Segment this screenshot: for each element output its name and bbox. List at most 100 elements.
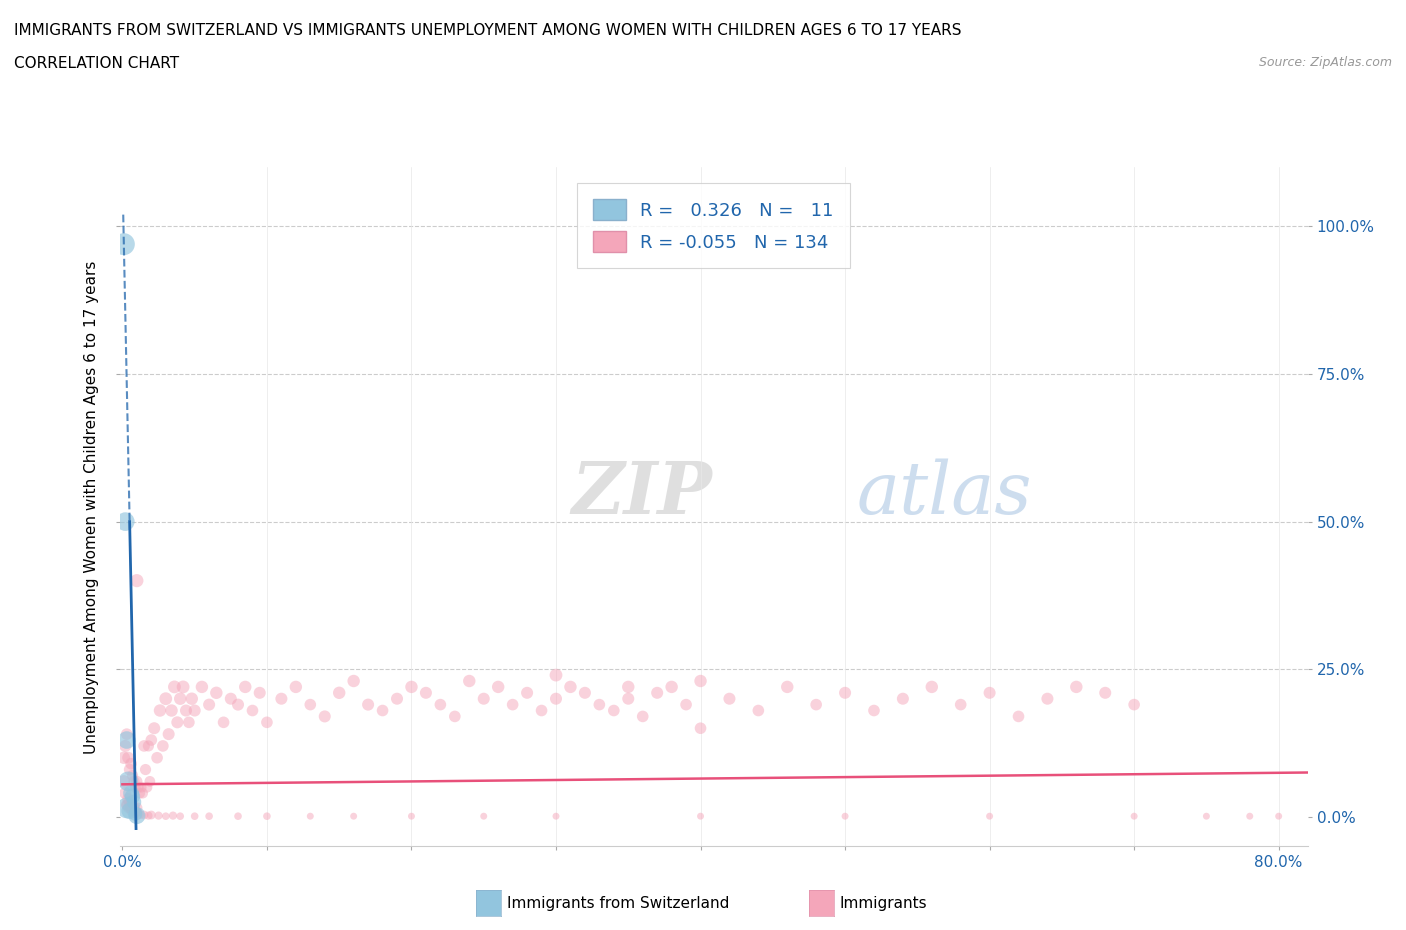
Text: atlas: atlas (856, 458, 1032, 528)
Point (645, 685, 668, 700)
Text: Immigrants: Immigrants (839, 896, 927, 910)
Point (122, 801, 145, 816)
Point (132, 807, 155, 822)
Point (661, 680, 683, 695)
Point (115, 726, 138, 741)
Point (617, 691, 640, 706)
Point (219, 691, 242, 706)
Point (357, 698, 380, 712)
Point (121, 801, 143, 816)
Point (115, 733, 138, 748)
Point (121, 798, 143, 813)
Text: Source: ZipAtlas.com: Source: ZipAtlas.com (1258, 56, 1392, 69)
Point (804, 698, 827, 712)
Point (979, 685, 1001, 700)
Point (183, 703, 205, 718)
Point (177, 715, 200, 730)
Point (1066, 680, 1088, 695)
Point (120, 804, 142, 818)
Point (834, 685, 856, 700)
Point (138, 808, 160, 823)
Point (284, 680, 307, 695)
Point (863, 703, 886, 718)
Point (689, 673, 711, 688)
Point (166, 715, 188, 730)
Point (138, 738, 160, 753)
Point (502, 698, 524, 712)
Point (689, 809, 711, 824)
Point (205, 685, 228, 700)
Point (921, 680, 943, 695)
Point (117, 751, 139, 765)
Point (371, 703, 394, 718)
Point (415, 685, 437, 700)
Point (131, 786, 153, 801)
Point (139, 774, 162, 789)
Point (117, 801, 139, 816)
Point (112, 751, 135, 765)
Point (136, 780, 159, 795)
Point (125, 804, 148, 819)
Point (1036, 691, 1059, 706)
Point (458, 673, 481, 688)
Point (979, 809, 1001, 824)
Point (141, 807, 163, 822)
Point (160, 703, 183, 718)
Point (429, 698, 451, 712)
Point (118, 804, 141, 818)
Point (117, 791, 139, 806)
Point (747, 703, 769, 718)
Point (689, 721, 711, 736)
Point (155, 691, 177, 706)
Point (617, 680, 640, 695)
Point (128, 786, 150, 801)
Point (212, 715, 235, 730)
Point (118, 798, 141, 813)
Point (226, 698, 249, 712)
Point (162, 808, 184, 823)
Text: Immigrants from Switzerland: Immigrants from Switzerland (508, 896, 730, 910)
Point (544, 668, 567, 683)
Point (183, 809, 205, 824)
Point (148, 808, 170, 823)
Point (117, 774, 139, 789)
Point (198, 809, 221, 824)
Point (299, 698, 322, 712)
Point (516, 685, 538, 700)
Point (949, 698, 972, 712)
Point (124, 806, 146, 821)
Point (125, 573, 148, 588)
Point (118, 794, 141, 809)
Point (299, 809, 322, 824)
Point (544, 691, 567, 706)
Point (122, 774, 145, 789)
Point (125, 808, 148, 823)
Point (146, 751, 169, 765)
Point (132, 738, 155, 753)
Legend: R =   0.326   N =   11, R = -0.055   N = 134: R = 0.326 N = 11, R = -0.055 N = 134 (576, 183, 851, 268)
Point (143, 721, 166, 736)
Point (544, 809, 567, 824)
Point (226, 809, 249, 824)
Point (163, 680, 186, 695)
Text: ZIP: ZIP (571, 458, 711, 529)
Point (129, 780, 152, 795)
Point (141, 733, 163, 748)
Point (115, 798, 138, 813)
Point (128, 807, 150, 822)
Point (256, 809, 278, 824)
Point (169, 809, 191, 824)
Point (233, 680, 256, 695)
Point (115, 801, 138, 816)
Text: IMMIGRANTS FROM SWITZERLAND VS IMMIGRANTS UNEMPLOYMENT AMONG WOMEN WITH CHILDREN: IMMIGRANTS FROM SWITZERLAND VS IMMIGRANT… (14, 23, 962, 38)
Point (1123, 698, 1146, 712)
Point (776, 680, 799, 695)
Point (149, 703, 172, 718)
Point (1094, 685, 1116, 700)
Point (124, 806, 146, 821)
Point (180, 691, 202, 706)
Point (588, 698, 610, 712)
Point (124, 780, 146, 795)
Point (169, 691, 191, 706)
Point (328, 685, 350, 700)
